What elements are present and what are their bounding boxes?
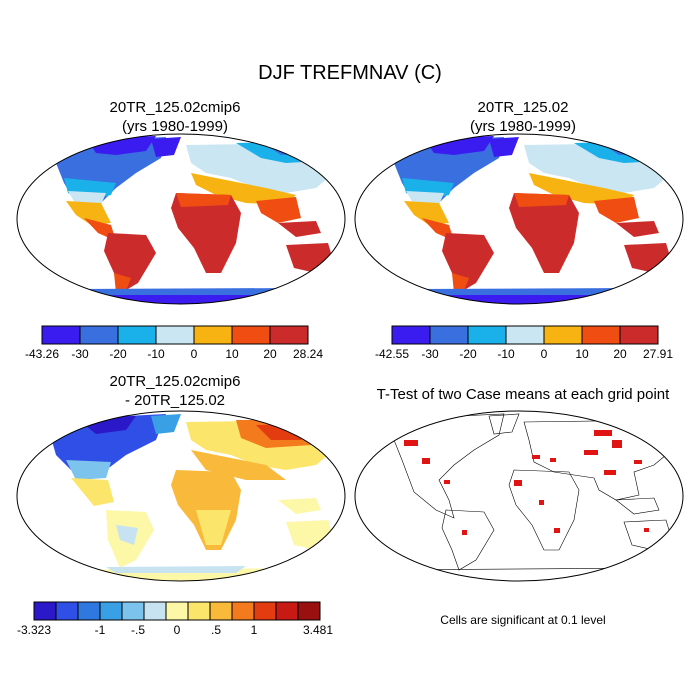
panel3-colorbar [33, 601, 321, 621]
colorbar-box [581, 325, 621, 345]
colorbar-label: -30 [71, 347, 89, 361]
colorbar-label: -1 [94, 623, 106, 637]
colorbar-box [619, 325, 659, 345]
panel3-title-line1: 20TR_125.02cmip6 [109, 373, 241, 390]
colorbar-box [155, 325, 195, 345]
colorbar-label: 0 [540, 347, 548, 361]
colorbar-box [275, 601, 299, 621]
colorbar-box [543, 325, 583, 345]
panel4-title-line1: T-Test of two Case means at each grid po… [376, 386, 670, 403]
colorbar-box [77, 601, 101, 621]
colorbar-box [121, 601, 145, 621]
colorbar-label: -42.55 [374, 347, 410, 361]
panel1-title-line2: (yrs 1980-1999) [122, 118, 228, 135]
panel2-title-line2: (yrs 1980-1999) [470, 118, 576, 135]
panel3-title-line2: - 20TR_125.02 [124, 392, 226, 409]
colorbar-label: -43.26 [24, 347, 60, 361]
colorbar-label: 27.91 [642, 347, 674, 361]
colorbar-label: 10 [225, 347, 239, 361]
colorbar-box [143, 601, 167, 621]
colorbar-box [297, 601, 321, 621]
colorbar-box [33, 601, 57, 621]
panel3-map [16, 410, 346, 582]
colorbar-label: 20 [613, 347, 627, 361]
colorbar-label: .5 [210, 623, 222, 637]
colorbar-label: -.5 [130, 623, 146, 637]
colorbar-label: 10 [575, 347, 589, 361]
colorbar-box [391, 325, 431, 345]
colorbar-box [187, 601, 211, 621]
colorbar-box [117, 325, 157, 345]
panel2-map [354, 133, 684, 305]
colorbar-label: 28.24 [292, 347, 324, 361]
colorbar-label: 20 [263, 347, 277, 361]
colorbar-label: -3.323 [16, 623, 52, 637]
colorbar-box [231, 325, 271, 345]
panel1-map [16, 133, 346, 305]
colorbar-box [253, 601, 277, 621]
colorbar-box [209, 601, 233, 621]
colorbar-label: 3.481 [302, 623, 334, 637]
colorbar-box [467, 325, 507, 345]
colorbar-label: -10 [497, 347, 515, 361]
colorbar-box [193, 325, 233, 345]
panel1-title-line1: 20TR_125.02cmip6 [109, 99, 241, 116]
colorbar-box [79, 325, 119, 345]
colorbar-label: -20 [459, 347, 477, 361]
colorbar-label: 0 [190, 347, 198, 361]
panel3-title: 20TR_125.02cmip6 - 20TR_125.02 [10, 372, 340, 410]
panel2-colorbar [391, 325, 659, 345]
colorbar-box [505, 325, 545, 345]
colorbar-box [231, 601, 255, 621]
panel2-title: 20TR_125.02 (yrs 1980-1999) [358, 98, 688, 136]
colorbar-box [99, 601, 123, 621]
colorbar-label: -20 [109, 347, 127, 361]
colorbar-label: 0 [173, 623, 181, 637]
colorbar-box [55, 601, 79, 621]
colorbar-box [41, 325, 81, 345]
panel1-title: 20TR_125.02cmip6 (yrs 1980-1999) [10, 98, 340, 136]
panel4-map [354, 410, 684, 582]
colorbar-box [429, 325, 469, 345]
colorbar-label: 1 [250, 623, 258, 637]
colorbar-box [269, 325, 309, 345]
panel2-title-line1: 20TR_125.02 [477, 99, 569, 116]
panel4-title: T-Test of two Case means at each grid po… [348, 385, 698, 404]
colorbar-box [165, 601, 189, 621]
colorbar-label: -10 [147, 347, 165, 361]
panel1-colorbar [41, 325, 309, 345]
significance-note: Cells are significant at 0.1 level [440, 613, 606, 627]
main-title: DJF TREFMNAV (C) [258, 62, 442, 84]
colorbar-label: -30 [421, 347, 439, 361]
